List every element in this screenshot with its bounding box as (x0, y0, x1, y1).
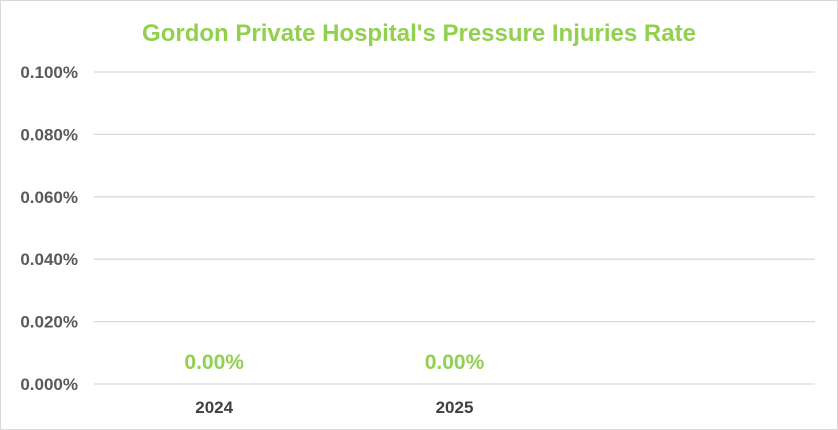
data-label: 0.00% (425, 351, 485, 374)
y-tick-label: 0.080% (20, 125, 78, 144)
data-label: 0.00% (184, 351, 244, 374)
y-tick-label: 0.060% (20, 188, 78, 207)
x-tick-label: 2024 (195, 398, 233, 417)
y-tick-label: 0.020% (20, 313, 78, 332)
y-tick-label: 0.040% (20, 250, 78, 269)
chart-title: Gordon Private Hospital's Pressure Injur… (142, 20, 696, 47)
y-tick-label: 0.100% (20, 63, 78, 82)
y-tick-label: 0.000% (20, 375, 78, 394)
x-tick-label: 2025 (436, 398, 474, 417)
